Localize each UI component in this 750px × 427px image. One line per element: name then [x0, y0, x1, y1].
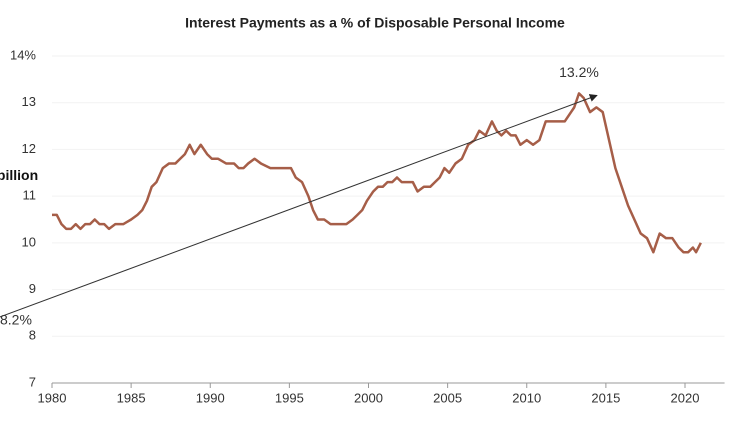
arrow-label: $921 billion — [0, 167, 38, 183]
peak-label: 13.2% — [559, 64, 599, 80]
x-tick-label: 2015 — [591, 390, 620, 405]
x-tick-label: 2000 — [354, 390, 383, 405]
y-tick-label: 12 — [22, 141, 36, 156]
y-tick-label: 10 — [22, 234, 36, 249]
y-tick-label: 8 — [29, 328, 36, 343]
end-label: 8.2% — [0, 312, 32, 328]
line-series — [52, 92, 702, 254]
y-tick-label: 13 — [22, 94, 36, 109]
x-tick-label: 2005 — [433, 390, 462, 405]
x-tick-label: 1990 — [196, 390, 225, 405]
y-tick-label: 7 — [29, 374, 36, 389]
x-tick-label: 2020 — [671, 390, 700, 405]
y-tick-label: 14% — [10, 47, 36, 62]
arrow — [0, 94, 598, 318]
x-tick-label: 1985 — [117, 390, 146, 405]
x-tick-label: 1980 — [38, 390, 67, 405]
y-tick-label: 9 — [29, 281, 36, 296]
x-tick-label: 1995 — [275, 390, 304, 405]
chart-title: Interest Payments as a % of Disposable P… — [185, 15, 565, 31]
x-tick-label: 2010 — [512, 390, 541, 405]
y-tick-label: 11 — [23, 188, 37, 203]
